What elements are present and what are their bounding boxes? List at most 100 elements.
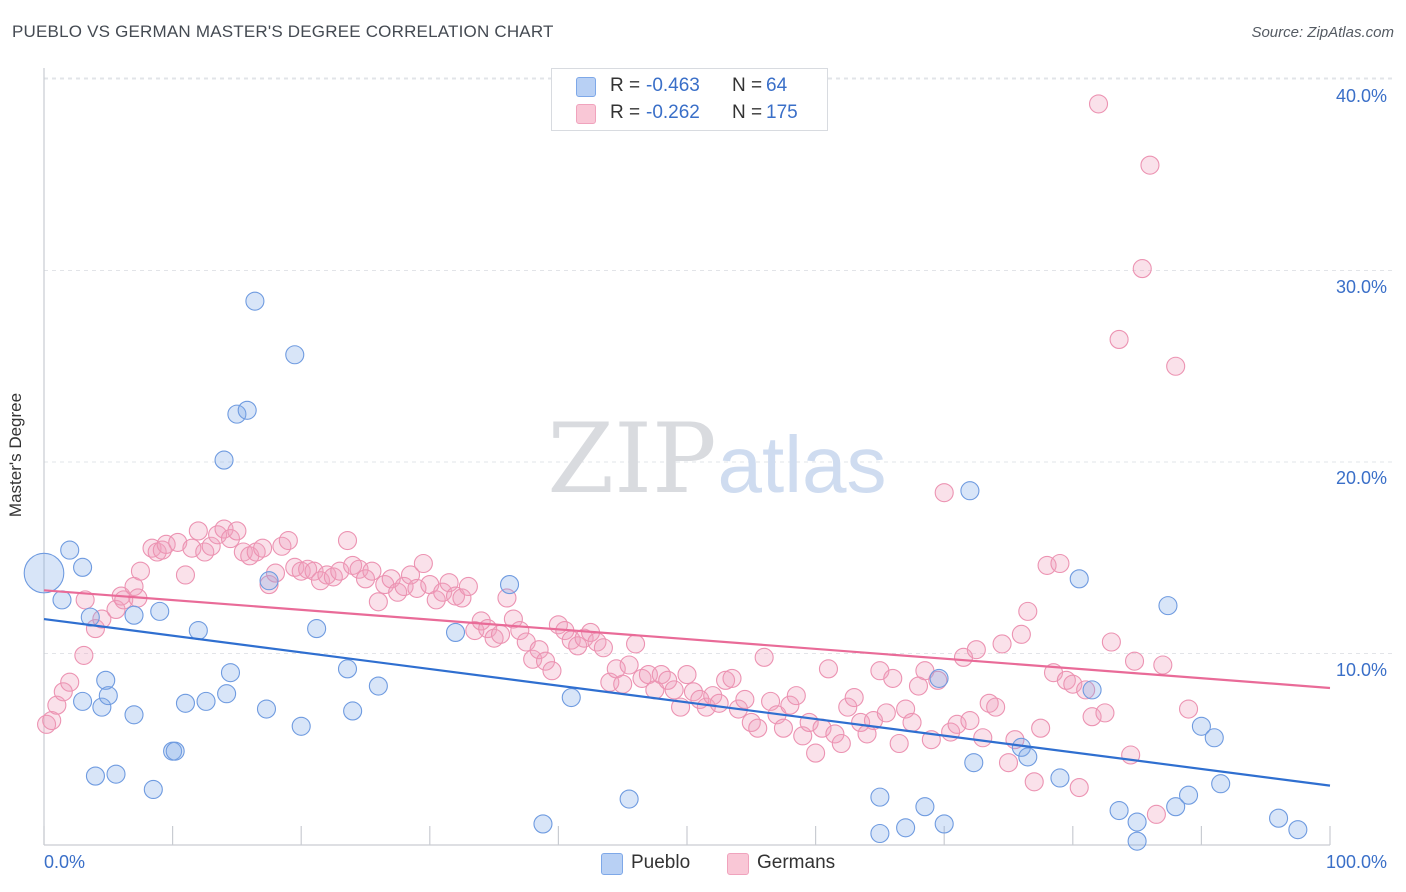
germans-point xyxy=(735,689,755,710)
gridlines xyxy=(44,77,1392,654)
germans-point xyxy=(1166,356,1186,376)
germans-point xyxy=(452,588,472,608)
pueblo-point xyxy=(934,814,954,834)
germans-trend-line xyxy=(43,589,1331,690)
pueblo-point xyxy=(1204,728,1224,748)
germans-point xyxy=(806,743,826,763)
germans-points xyxy=(37,94,1199,824)
germans-point xyxy=(37,714,57,734)
germans-point xyxy=(716,670,736,690)
germans-point xyxy=(407,578,427,598)
germans-point xyxy=(876,703,896,723)
germans-point xyxy=(220,529,241,549)
germans-point xyxy=(490,624,511,644)
germans-point xyxy=(992,634,1012,654)
germans-point xyxy=(75,590,95,610)
germans-point xyxy=(1031,718,1051,738)
germans-point xyxy=(619,655,639,675)
germans-point xyxy=(278,530,298,551)
germans-point xyxy=(780,695,800,715)
germans-point xyxy=(413,553,433,574)
germans-point xyxy=(42,710,62,731)
pueblo-point xyxy=(561,687,581,708)
y-tick-label: 20.0% xyxy=(1336,468,1388,488)
pueblo-point xyxy=(1178,785,1199,805)
germans-point xyxy=(503,609,523,629)
correlation-legend: R = -0.463 N = 64 R = -0.262 N = 175 xyxy=(551,68,828,131)
pueblo-point xyxy=(915,797,935,817)
germans-point xyxy=(227,521,247,541)
germans-point xyxy=(960,710,980,731)
pueblo-point xyxy=(165,741,185,761)
pueblo-point xyxy=(619,789,639,809)
legend-r-value: -0.262 xyxy=(646,102,700,123)
pueblo-point xyxy=(1288,820,1308,840)
germans-swatch xyxy=(576,104,596,124)
legend-r-label: R = xyxy=(610,75,641,96)
germans-point xyxy=(368,592,388,612)
germans-legend-label: Germans xyxy=(757,852,836,873)
watermark: ZIP atlas xyxy=(547,403,886,515)
pueblo-point xyxy=(256,699,277,719)
germans-point xyxy=(709,693,729,713)
germans-point xyxy=(1063,674,1083,694)
pueblo-point xyxy=(1269,808,1289,828)
germans-point xyxy=(1024,772,1044,792)
germans-point xyxy=(658,670,678,690)
pueblo-point xyxy=(124,705,144,725)
pueblo-point xyxy=(337,659,358,679)
pueblo-point xyxy=(124,605,144,625)
pueblo-point xyxy=(1109,800,1129,821)
germans-point xyxy=(355,569,376,589)
germans-point xyxy=(1124,651,1145,671)
pueblo-point xyxy=(896,818,916,838)
trend-lines xyxy=(43,589,1331,787)
germans-point xyxy=(1132,259,1152,279)
germans-point xyxy=(1076,680,1096,700)
germans-point xyxy=(265,563,286,583)
pueblo-point xyxy=(1127,831,1147,851)
germans-point xyxy=(998,753,1019,773)
pueblo-point xyxy=(960,481,980,501)
legend-n-value: 64 xyxy=(766,75,788,96)
pueblo-point xyxy=(175,693,196,713)
pueblo-point xyxy=(214,450,234,470)
y-tick-label: 30.0% xyxy=(1336,277,1388,297)
germans-point xyxy=(337,530,358,551)
germans-point xyxy=(152,540,172,560)
germans-point xyxy=(626,634,646,654)
germans-point xyxy=(902,712,922,732)
germans-point xyxy=(535,651,556,671)
pueblo-point xyxy=(1127,812,1147,832)
germans-point xyxy=(317,565,337,585)
germans-legend-swatch xyxy=(727,853,749,875)
germans-point xyxy=(934,483,954,503)
germans-point xyxy=(201,536,221,556)
germans-point xyxy=(593,638,613,658)
pueblo-point xyxy=(368,676,388,696)
germans-point xyxy=(1082,707,1102,727)
germans-point xyxy=(966,640,986,660)
pueblo-point xyxy=(1166,797,1186,817)
watermark-zip: ZIP xyxy=(547,403,716,515)
legend-r-value: -0.463 xyxy=(646,75,700,96)
pueblo-point xyxy=(285,345,305,365)
legend-r-label: R = xyxy=(610,102,641,123)
pueblo-point xyxy=(196,691,216,711)
germans-point xyxy=(458,576,478,597)
pueblo-point xyxy=(1191,716,1211,736)
pueblo-point xyxy=(98,686,118,706)
germans-point xyxy=(426,590,446,610)
pueblo-point xyxy=(227,404,247,424)
pueblo-point xyxy=(870,787,890,807)
pueblo-point xyxy=(85,766,105,786)
germans-point xyxy=(883,668,903,688)
germans-point xyxy=(973,728,993,748)
pueblo-point xyxy=(73,691,93,711)
germans-point xyxy=(182,538,202,558)
germans-point xyxy=(838,697,858,717)
pueblo-point xyxy=(217,684,237,704)
germans-point xyxy=(362,561,382,581)
germans-point xyxy=(60,672,80,692)
watermark-atlas: atlas xyxy=(718,420,887,509)
